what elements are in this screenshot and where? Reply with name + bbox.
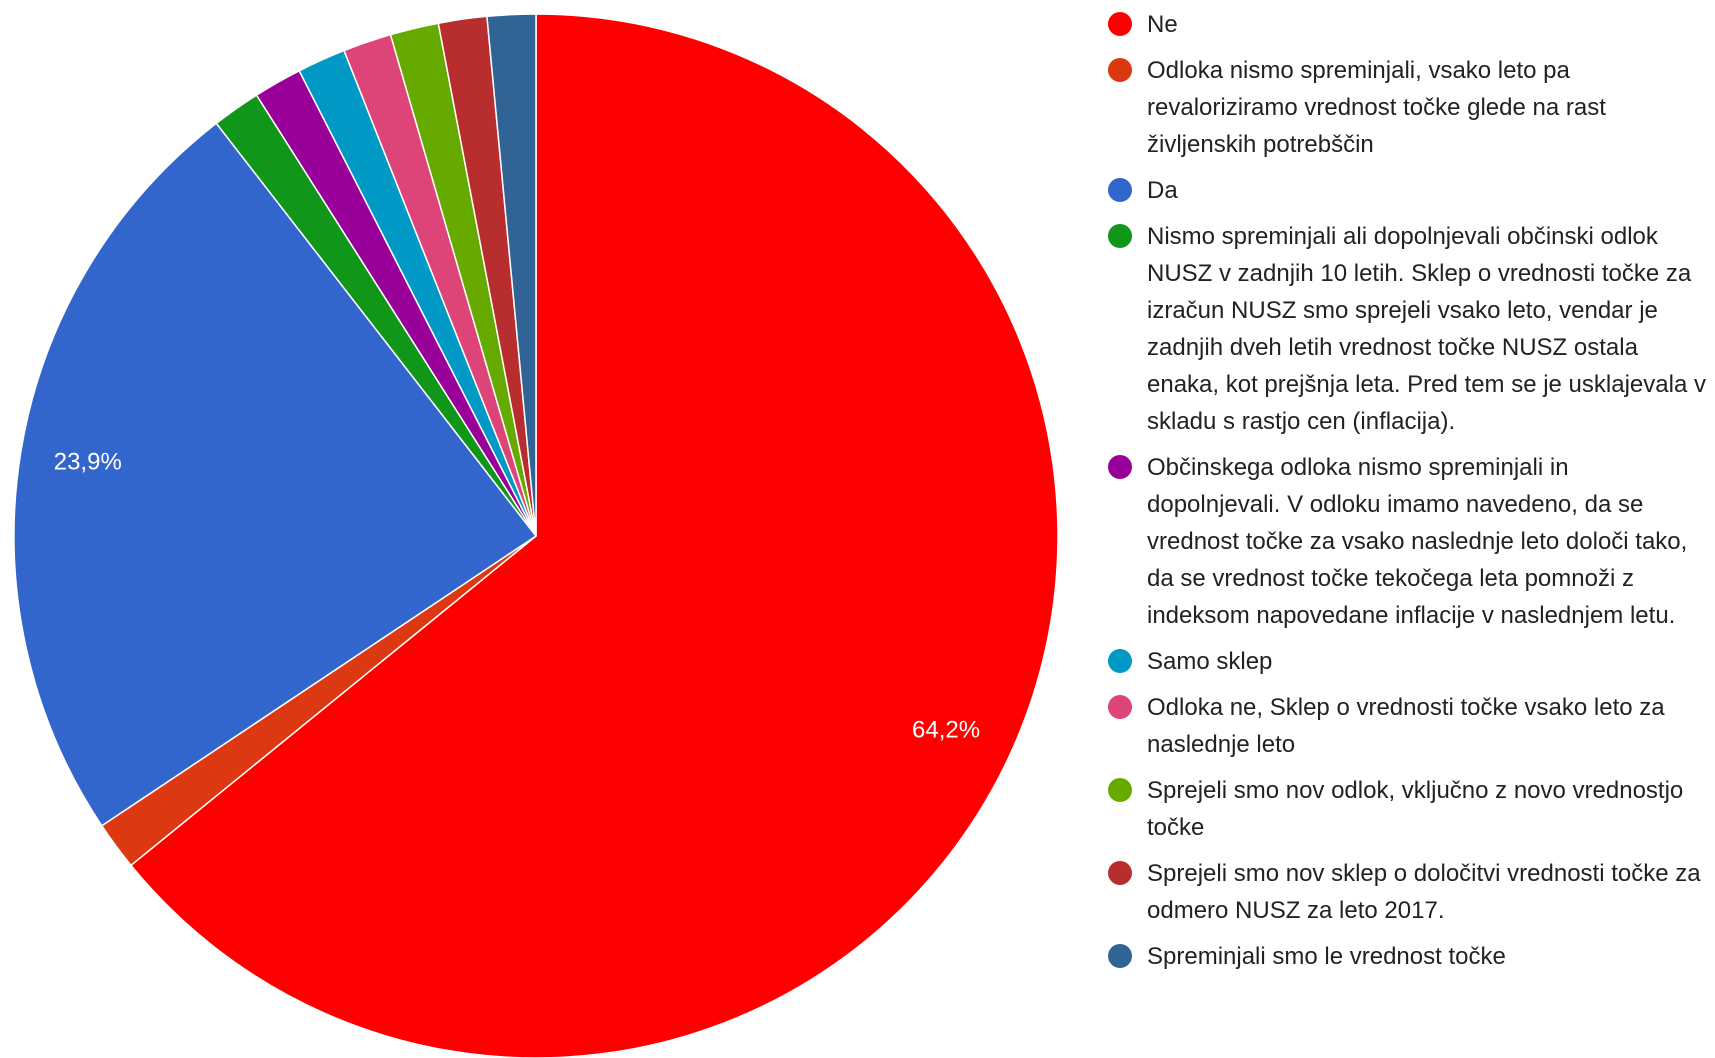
legend-marker: [1108, 12, 1132, 36]
legend-marker: [1108, 178, 1132, 202]
legend-item: Ne: [1108, 6, 1708, 43]
pie-slice: [129, 13, 1059, 1058]
legend-label: Odloka ne, Sklep o vrednosti točke vsako…: [1147, 694, 1665, 758]
legend-label: Nismo spreminjali ali dopolnjevali občin…: [1147, 223, 1706, 435]
legend-label: Občinskega odloka nismo spreminjali in d…: [1147, 454, 1688, 629]
legend-item: Da: [1108, 172, 1708, 209]
legend-marker: [1108, 58, 1132, 82]
legend-label: Odloka nismo spreminjali, vsako leto pa …: [1147, 57, 1606, 158]
value-label: 23,9%: [54, 448, 122, 475]
legend-marker: [1108, 224, 1132, 248]
legend-item: Sprejeli smo nov sklep o določitvi vredn…: [1108, 855, 1708, 929]
legend-item: Odloka ne, Sklep o vrednosti točke vsako…: [1108, 689, 1708, 763]
legend-label: Da: [1147, 177, 1178, 204]
legend-marker: [1108, 649, 1132, 673]
legend-item: Spreminjali smo le vrednost točke: [1108, 938, 1708, 975]
legend-label: Samo sklep: [1147, 648, 1273, 675]
value-label: 64,2%: [912, 716, 980, 743]
legend-marker: [1108, 455, 1132, 479]
legend-item: Občinskega odloka nismo spreminjali in d…: [1108, 449, 1708, 634]
legend-marker: [1108, 944, 1132, 968]
legend-item: Samo sklep: [1108, 643, 1708, 680]
legend-label: Sprejeli smo nov sklep o določitvi vredn…: [1147, 860, 1701, 924]
legend-item: Nismo spreminjali ali dopolnjevali občin…: [1108, 218, 1708, 440]
legend: Ne Odloka nismo spreminjali, vsako leto p…: [1108, 6, 1708, 984]
legend-marker: [1108, 778, 1132, 802]
legend-marker: [1108, 861, 1132, 885]
legend-label: Ne: [1147, 11, 1178, 38]
pie-slice: [13, 122, 538, 827]
legend-item: Sprejeli smo nov odlok, vključno z novo …: [1108, 772, 1708, 846]
legend-item: Odloka nismo spreminjali, vsako leto pa …: [1108, 52, 1708, 163]
legend-marker: [1108, 695, 1132, 719]
legend-label: Spreminjali smo le vrednost točke: [1147, 943, 1506, 970]
chart: 64,2% 23,9%: [13, 13, 1059, 1058]
pie-slice: [486, 13, 537, 537]
legend-label: Sprejeli smo nov odlok, vključno z novo …: [1147, 777, 1684, 841]
